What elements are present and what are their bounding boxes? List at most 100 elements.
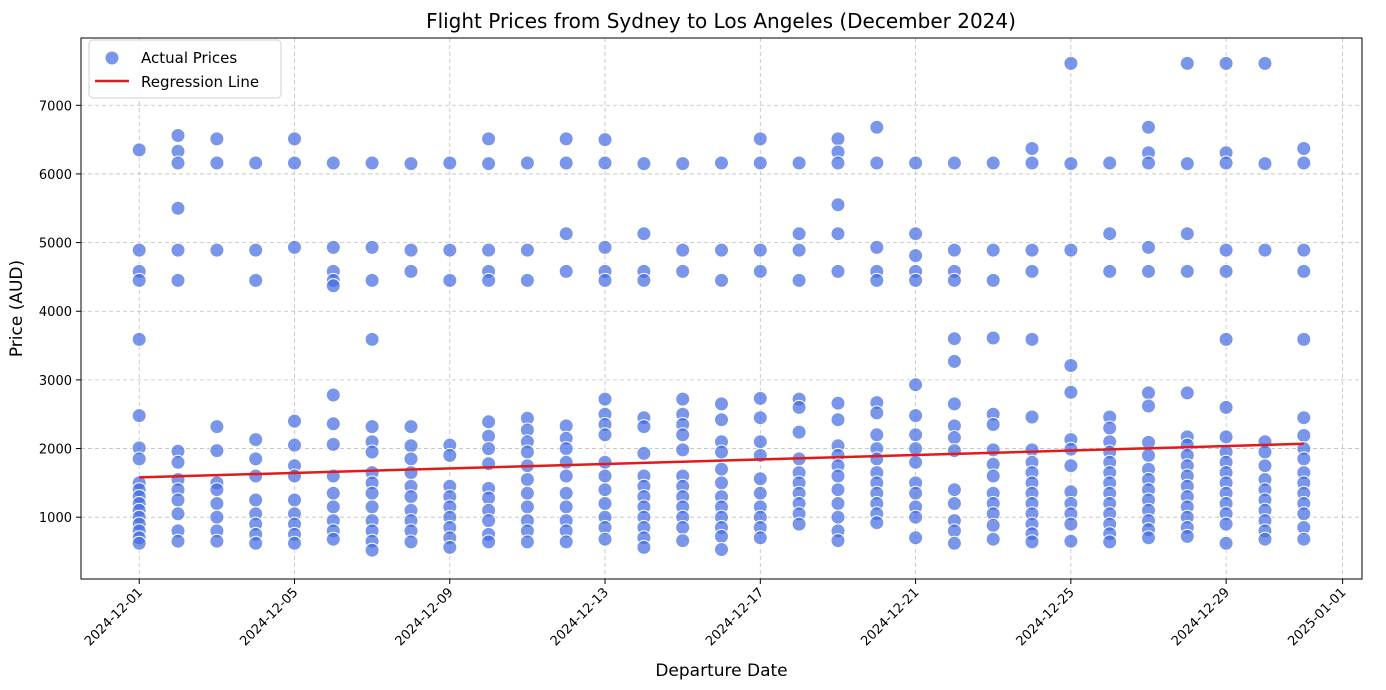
- data-point: [248, 155, 264, 171]
- data-point: [908, 226, 924, 242]
- data-point: [519, 272, 535, 288]
- data-point: [908, 377, 924, 393]
- data-point: [1257, 458, 1273, 474]
- data-point: [1296, 428, 1312, 443]
- data-point: [403, 156, 419, 172]
- data-point: [287, 492, 302, 508]
- data-point: [675, 442, 691, 458]
- data-point: [1296, 331, 1312, 347]
- data-point: [1024, 331, 1040, 347]
- data-point: [248, 242, 264, 258]
- data-point: [597, 454, 613, 470]
- data-point: [791, 424, 807, 440]
- data-point: [248, 451, 264, 467]
- data-point: [985, 442, 1001, 458]
- data-point: [946, 443, 962, 459]
- data-point: [908, 441, 924, 457]
- data-point: [675, 242, 691, 258]
- data-point: [248, 468, 264, 484]
- data-point: [791, 155, 807, 171]
- data-point: [946, 396, 962, 412]
- data-point: [442, 539, 458, 555]
- data-point: [1296, 506, 1312, 522]
- data-point: [558, 131, 574, 147]
- data-point: [481, 441, 497, 457]
- data-point: [1257, 242, 1273, 258]
- data-point: [287, 155, 302, 171]
- legend-marker-actual-prices: [104, 50, 120, 66]
- data-point: [170, 533, 186, 549]
- data-point: [597, 482, 613, 498]
- data-point: [1218, 516, 1234, 532]
- data-point: [1179, 156, 1195, 172]
- data-point: [325, 531, 341, 547]
- plot-frame: [80, 37, 1363, 580]
- data-point: [558, 441, 574, 457]
- data-point: [442, 242, 458, 258]
- data-point: [830, 509, 846, 525]
- data-point: [325, 155, 341, 171]
- legend-label-actual-prices: Actual Prices: [141, 49, 237, 67]
- data-point: [1102, 420, 1118, 436]
- data-point: [636, 539, 652, 555]
- data-point: [985, 517, 1001, 533]
- data-point: [985, 242, 1001, 258]
- data-point: [985, 417, 1001, 432]
- data-point: [1296, 531, 1312, 547]
- data-point: [985, 155, 1001, 171]
- data-point: [597, 531, 613, 547]
- data-point: [403, 242, 419, 258]
- data-point: [325, 485, 341, 501]
- data-point: [1179, 528, 1195, 544]
- data-point: [481, 513, 497, 529]
- data-point: [209, 155, 225, 171]
- y-tick-label: 7000: [39, 99, 72, 114]
- data-point: [131, 331, 147, 347]
- data-point: [791, 242, 807, 258]
- data-point: [946, 535, 962, 551]
- data-point: [636, 226, 652, 242]
- data-point: [1141, 530, 1156, 546]
- data-point: [1102, 534, 1118, 550]
- data-point: [946, 155, 962, 171]
- data-point: [752, 530, 768, 546]
- data-point: [791, 399, 807, 415]
- data-point: [791, 226, 807, 242]
- data-point: [131, 142, 147, 158]
- y-tick-label: 3000: [39, 374, 72, 389]
- data-point: [1141, 447, 1156, 463]
- data-point: [869, 515, 885, 531]
- data-point: [558, 485, 574, 501]
- data-point: [364, 155, 380, 171]
- data-point: [675, 427, 691, 443]
- data-point: [1063, 516, 1079, 532]
- y-tick-label: 4000: [39, 305, 72, 320]
- data-point: [1141, 398, 1156, 414]
- data-point: [1218, 535, 1234, 551]
- data-point: [675, 391, 691, 407]
- data-point: [1063, 533, 1079, 549]
- data-point: [209, 496, 225, 511]
- data-point: [442, 155, 458, 171]
- data-point: [946, 353, 962, 369]
- data-point: [830, 533, 846, 549]
- data-point: [209, 509, 225, 525]
- data-point: [908, 485, 924, 501]
- y-tick-label: 1000: [39, 511, 72, 526]
- data-point: [714, 542, 729, 557]
- data-point: [869, 272, 885, 288]
- y-axis-label: Price (AUD): [7, 260, 27, 357]
- data-point: [597, 496, 613, 511]
- x-tick-label: 2024-12-05: [237, 585, 301, 649]
- data-point: [287, 131, 302, 147]
- legend-frame: [88, 39, 282, 99]
- data-point: [752, 410, 768, 426]
- data-point: [1102, 155, 1118, 171]
- data-point: [325, 499, 341, 515]
- data-point: [325, 239, 341, 255]
- data-point: [908, 509, 924, 525]
- legend-label-regression-line: Regression Line: [141, 73, 259, 91]
- data-point: [1102, 263, 1118, 279]
- ticks-layer: 2024-12-01 2024-12-05 2024-12-09 2024-12-13…: [39, 99, 1350, 649]
